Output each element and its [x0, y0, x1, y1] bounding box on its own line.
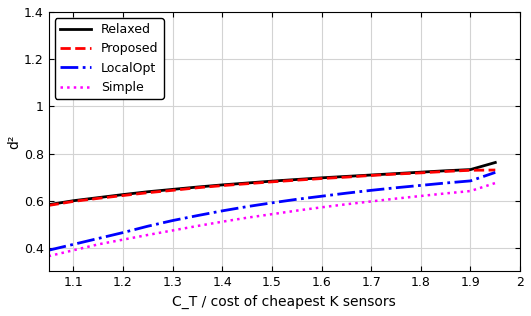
LocalOpt	[120, 231, 126, 234]
LocalOpt	[393, 186, 399, 190]
Relaxed	[144, 190, 151, 194]
Relaxed	[294, 178, 300, 181]
Simple	[442, 191, 449, 195]
LocalOpt	[492, 171, 499, 174]
Simple	[144, 233, 151, 237]
Proposed	[467, 168, 474, 172]
LocalOpt	[45, 248, 52, 252]
LocalOpt	[169, 219, 176, 222]
Simple	[70, 248, 76, 252]
Relaxed	[70, 199, 76, 203]
Simple	[219, 220, 226, 224]
LocalOpt	[70, 242, 76, 246]
Proposed	[219, 184, 226, 187]
Relaxed	[269, 179, 275, 183]
LocalOpt	[219, 209, 226, 213]
Simple	[319, 205, 325, 209]
X-axis label: C_T / cost of cheapest K sensors: C_T / cost of cheapest K sensors	[173, 295, 396, 309]
Proposed	[442, 170, 449, 173]
LocalOpt	[319, 194, 325, 198]
Simple	[244, 216, 250, 220]
Proposed	[269, 180, 275, 184]
Proposed	[45, 204, 52, 207]
LocalOpt	[442, 181, 449, 185]
Simple	[120, 238, 126, 241]
Proposed	[169, 188, 176, 192]
Proposed	[194, 186, 201, 190]
LocalOpt	[144, 224, 151, 228]
LocalOpt	[368, 188, 374, 192]
LocalOpt	[343, 191, 349, 195]
LocalOpt	[95, 237, 101, 240]
Relaxed	[343, 174, 349, 178]
Proposed	[393, 172, 399, 176]
Simple	[45, 254, 52, 258]
Proposed	[294, 178, 300, 182]
Legend: Relaxed, Proposed, LocalOpt, Simple: Relaxed, Proposed, LocalOpt, Simple	[55, 18, 164, 99]
Line: Relaxed: Relaxed	[48, 162, 495, 205]
Simple	[467, 189, 474, 193]
Proposed	[144, 191, 151, 195]
LocalOpt	[269, 201, 275, 205]
Relaxed	[467, 168, 474, 172]
Simple	[393, 197, 399, 200]
Simple	[169, 228, 176, 232]
Proposed	[343, 175, 349, 179]
Simple	[194, 224, 201, 228]
Proposed	[244, 182, 250, 185]
Relaxed	[319, 176, 325, 180]
Relaxed	[393, 172, 399, 175]
Relaxed	[95, 196, 101, 199]
LocalOpt	[467, 179, 474, 183]
Simple	[368, 199, 374, 203]
Line: Simple: Simple	[48, 183, 495, 256]
Line: LocalOpt: LocalOpt	[48, 173, 495, 250]
Relaxed	[418, 170, 424, 174]
Relaxed	[169, 187, 176, 191]
LocalOpt	[194, 214, 201, 217]
Proposed	[319, 177, 325, 180]
Relaxed	[244, 181, 250, 185]
Relaxed	[120, 193, 126, 197]
Proposed	[368, 173, 374, 177]
Proposed	[95, 197, 101, 200]
LocalOpt	[418, 184, 424, 187]
Simple	[294, 209, 300, 213]
Proposed	[70, 199, 76, 203]
Simple	[418, 194, 424, 198]
Simple	[492, 181, 499, 185]
Simple	[343, 202, 349, 206]
Line: Proposed: Proposed	[48, 170, 495, 205]
Relaxed	[492, 161, 499, 164]
Relaxed	[45, 203, 52, 207]
LocalOpt	[244, 205, 250, 209]
Relaxed	[219, 183, 226, 187]
Simple	[269, 212, 275, 216]
Relaxed	[194, 185, 201, 189]
Proposed	[418, 171, 424, 175]
Proposed	[492, 168, 499, 172]
Relaxed	[368, 173, 374, 177]
Simple	[95, 242, 101, 246]
LocalOpt	[294, 198, 300, 201]
Y-axis label: d²: d²	[7, 135, 21, 149]
Proposed	[120, 194, 126, 198]
Relaxed	[442, 169, 449, 173]
